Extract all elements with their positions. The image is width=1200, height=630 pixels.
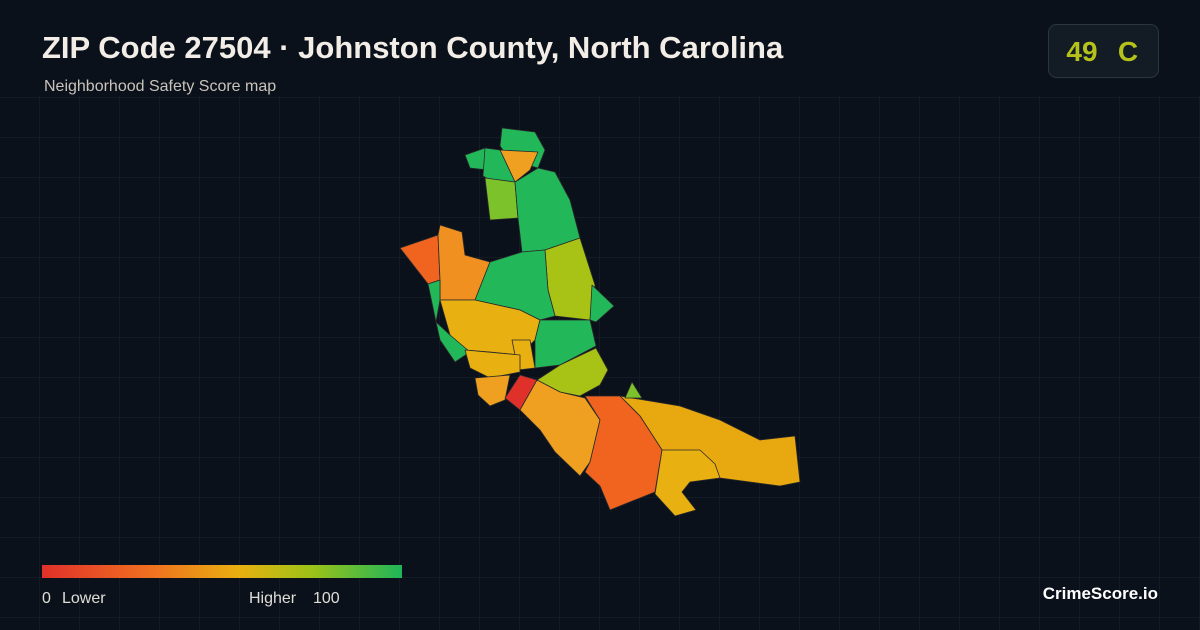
region bbox=[464, 349, 521, 379]
region bbox=[484, 177, 519, 221]
legend-scale bbox=[42, 565, 402, 578]
subtitle: Neighborhood Safety Score map bbox=[44, 78, 276, 95]
score-grade: C bbox=[1118, 36, 1138, 67]
region bbox=[435, 321, 471, 363]
region bbox=[584, 395, 663, 511]
region bbox=[589, 284, 615, 323]
score-badge bbox=[1048, 24, 1159, 78]
zip-map bbox=[399, 127, 801, 517]
region bbox=[654, 449, 721, 517]
legend-min: 0 bbox=[42, 590, 51, 607]
title: ZIP Code 27504 · Johnston County, North … bbox=[42, 30, 784, 65]
brand: CrimeScore.io bbox=[1043, 584, 1158, 603]
region bbox=[624, 381, 643, 399]
region bbox=[474, 374, 511, 407]
score-value: 49 bbox=[1066, 36, 1097, 67]
legend-min-label: Lower bbox=[62, 590, 106, 607]
legend-max-label: Higher bbox=[249, 590, 297, 607]
legend-max: 100 bbox=[313, 590, 340, 607]
